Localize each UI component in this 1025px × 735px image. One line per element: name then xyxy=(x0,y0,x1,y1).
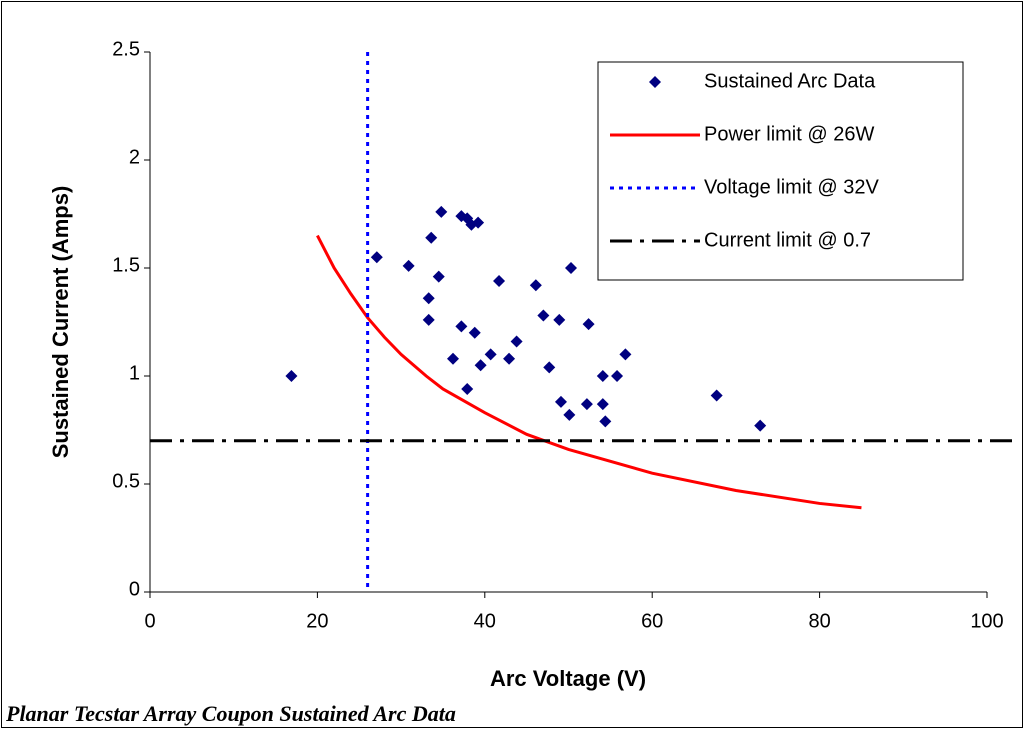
data-point xyxy=(754,419,767,432)
legend-label: Voltage limit @ 32V xyxy=(704,176,879,198)
data-point xyxy=(461,382,474,395)
y-tick-label: 1 xyxy=(129,362,140,384)
data-point xyxy=(580,398,593,411)
data-point xyxy=(493,274,506,287)
data-point xyxy=(710,389,723,402)
data-point xyxy=(543,361,556,374)
data-point xyxy=(425,231,438,244)
legend-label: Sustained Arc Data xyxy=(704,70,876,92)
power-curve xyxy=(316,234,862,510)
data-point xyxy=(484,348,497,361)
y-tick-label: 2.5 xyxy=(112,38,140,60)
data-point xyxy=(565,262,578,274)
x-tick-label: 100 xyxy=(970,610,1003,632)
data-point xyxy=(599,415,612,428)
data-point xyxy=(596,370,609,382)
data-point xyxy=(422,313,435,326)
data-point xyxy=(503,352,516,365)
legend-label: Power limit @ 26W xyxy=(704,123,874,145)
data-point xyxy=(422,292,435,305)
data-point xyxy=(563,408,576,421)
x-axis-label: Arc Voltage (V) xyxy=(490,666,646,691)
data-point xyxy=(474,359,487,372)
y-axis-label: Sustained Current (Amps) xyxy=(48,186,73,459)
data-point xyxy=(432,270,445,283)
y-tick-label: 1.5 xyxy=(112,254,140,276)
x-tick-label: 0 xyxy=(144,610,155,632)
data-point xyxy=(472,216,485,229)
data-point xyxy=(582,318,595,331)
y-tick-label: 0 xyxy=(129,578,140,600)
data-point xyxy=(370,251,383,264)
x-tick-label: 40 xyxy=(474,610,496,632)
data-point xyxy=(537,309,550,322)
legend-swatch xyxy=(649,76,661,88)
x-tick-label: 80 xyxy=(808,610,830,632)
data-point xyxy=(446,352,459,365)
data-point xyxy=(468,326,481,339)
x-tick-label: 20 xyxy=(306,610,328,632)
legend-box xyxy=(597,61,964,281)
data-point xyxy=(510,335,523,348)
y-tick-label: 0.5 xyxy=(112,470,140,492)
data-point xyxy=(529,279,542,292)
data-point xyxy=(402,259,415,272)
data-point xyxy=(455,320,468,333)
data-point xyxy=(435,205,448,218)
data-point xyxy=(554,395,567,408)
data-point xyxy=(611,370,624,382)
x-tick-label: 60 xyxy=(641,610,663,632)
data-point xyxy=(596,398,609,411)
data-point xyxy=(619,348,632,361)
y-tick-label: 2 xyxy=(129,146,140,168)
caption: Planar Tecstar Array Coupon Sustained Ar… xyxy=(5,701,456,726)
legend-label: Current limit @ 0.7 xyxy=(704,229,871,251)
data-point xyxy=(285,370,298,382)
data-point xyxy=(553,313,566,326)
